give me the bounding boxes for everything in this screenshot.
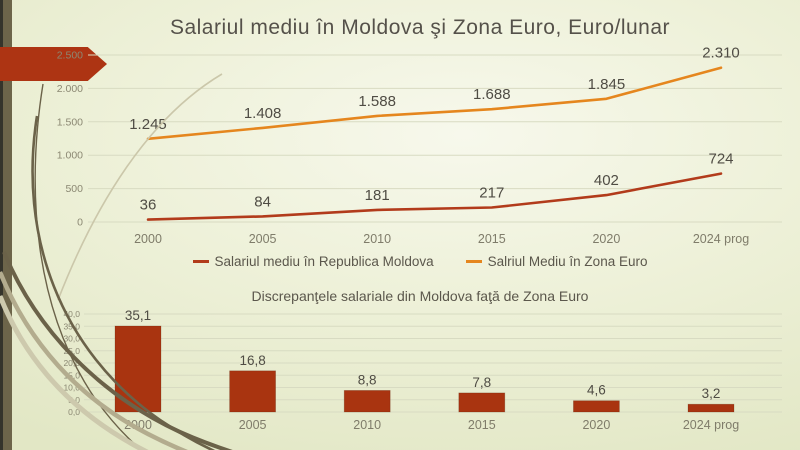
swoosh-curve-thick-dark [2,251,233,450]
legend-item-moldova: Salariul mediu în Republica Moldova [192,254,434,269]
bar [229,370,277,413]
line-data-label: 1.588 [358,93,396,110]
swoosh-curve-tan [0,271,188,450]
line-chart-legend: Salariul mediu în Republica Moldova Salr… [46,254,794,269]
slide-title: Salariul mediu în Moldova şi Zona Euro, … [169,16,671,39]
bar [573,400,620,413]
line-data-label: 1.845 [588,76,626,93]
left-edge-dark-strip [0,0,3,450]
bar [687,403,735,413]
bar-value-label: 7,8 [472,375,491,390]
bar-chart-y-tick-label: 40,0 [63,309,80,319]
line-chart-y-tick-label: 2.000 [57,83,83,95]
legend-label-euro: Salriul Mediu în Zona Euro [487,254,648,269]
bar-chart-y-tick-label: 20,0 [63,358,80,368]
line-series-moldova [146,172,723,221]
swoosh-curve-light [0,295,149,450]
line-data-label: 181 [365,187,390,204]
bar-chart-x-label: 2005 [239,418,267,432]
bar-chart-x-label: 2010 [353,418,381,432]
line-chart-y-tick-label: 1.000 [57,150,83,162]
title-arrow-banner [0,47,107,81]
line-chart-x-label: 2010 [363,232,391,246]
bar-chart-y-tick-label: 15,0 [63,370,80,380]
bar-value-label: 16,8 [239,353,265,368]
line-chart-x-label: 2015 [478,232,506,246]
line-chart-y-tick-label: 2.500 [57,50,83,62]
legend-swatch-moldova [192,260,209,263]
bar [343,389,391,413]
line-data-label: 1.688 [473,86,511,103]
bar [458,392,506,413]
bar-value-label: 3,2 [702,386,721,401]
bar-chart-x-label: 2015 [468,418,496,432]
bar-chart-x-label: 2024 prog [683,418,739,432]
line-data-label: 2.310 [702,45,740,62]
swoosh-curve-pale-diagonal [57,73,223,301]
bar-chart-x-label: 2000 [124,418,152,432]
line-chart-x-label: 2020 [592,232,620,246]
bar-chart-x-label: 2020 [582,418,610,432]
bar-value-label: 8,8 [358,372,377,387]
line-chart-y-tick-label: 0 [77,217,83,229]
swoosh-curve-medium-dark [31,115,215,450]
line-chart-y-tick-label: 500 [65,183,83,195]
bar-chart-y-tick-label: 0,0 [68,407,80,417]
line-chart-y-tick-label: 1.500 [57,116,83,128]
line-data-label: 1.408 [244,105,282,122]
line-chart-x-label: 2000 [134,232,162,246]
bar-chart-y-tick-label: 25,0 [63,346,80,356]
bar-value-label: 35,1 [125,308,151,323]
bar-chart-y-tick-label: 30,0 [63,334,80,344]
bar-chart-y-tick-label: 10,0 [63,383,80,393]
line-chart-x-label: 2005 [249,232,277,246]
legend-label-moldova: Salariul mediu în Republica Moldova [214,254,434,269]
legend-swatch-euro [465,260,482,263]
left-edge-olive-strip [3,0,12,450]
line-data-label: 217 [479,185,504,202]
line-data-label: 724 [708,151,733,168]
line-data-label: 84 [254,193,271,210]
line-chart-x-label: 2024 prog [693,232,749,246]
line-data-label: 402 [594,172,619,189]
legend-item-euro: Salriul Mediu în Zona Euro [465,254,648,269]
line-series-euro-zone [146,66,723,141]
line-data-label: 36 [140,197,157,214]
bar-value-label: 4,6 [587,383,606,398]
bar-chart-title: Discrepanţele salariale din Moldova faţă… [251,288,589,304]
